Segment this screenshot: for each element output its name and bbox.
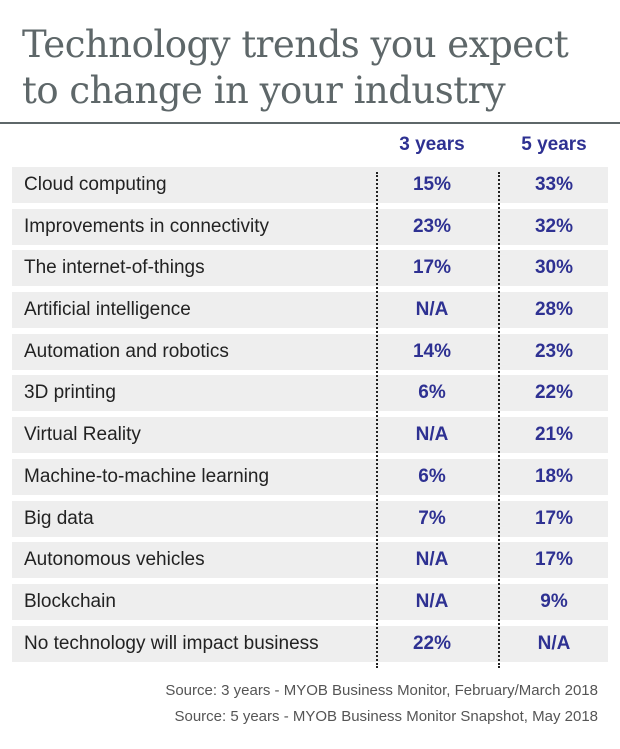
source-note-5-years: Source: 5 years - MYOB Business Monitor … (174, 708, 598, 725)
table-row: Improvements in connectivity 23% 32% (12, 208, 608, 245)
value-5-years: 9% (540, 590, 568, 612)
table-row: Big data 7% 17% (12, 500, 608, 537)
value-3-years: N/A (415, 590, 449, 612)
table-row: Virtual Reality N/A 21% (12, 417, 608, 454)
value-5-years: 22% (534, 382, 574, 404)
table-row: No technology will impact business 22% N/A (12, 625, 608, 662)
value-5-years: 33% (534, 174, 574, 195)
row-label: Virtual Reality (24, 424, 141, 446)
value-5-years: 21% (534, 424, 574, 446)
value-5-years: N/A (537, 632, 571, 654)
table-body: Cloud computing 15% 33% Improvements in con… (12, 167, 608, 667)
value-5-years: 18% (534, 465, 574, 487)
column-divider-5-years (498, 172, 500, 668)
value-5-years: 23% (534, 340, 574, 362)
value-3-years: N/A (415, 299, 449, 321)
value-5-years: 30% (534, 257, 574, 279)
row-label: Machine-to-machine learning (24, 465, 270, 487)
row-label: Blockchain (24, 590, 116, 612)
value-3-years: 6% (418, 382, 446, 404)
value-3-years: N/A (415, 549, 449, 571)
row-label: Artificial intelligence (24, 299, 191, 321)
value-5-years: 28% (534, 299, 574, 321)
column-header-5-years: 5 years (521, 134, 587, 155)
table-row: Cloud computing 15% 33% (12, 167, 608, 203)
table-row: Automation and robotics 14% 23% (12, 333, 608, 370)
table-row: Machine-to-machine learning 6% 18% (12, 458, 608, 495)
column-divider-3-years (376, 172, 378, 668)
value-3-years: 17% (412, 257, 452, 279)
column-header-3-years: 3 years (399, 134, 465, 155)
value-3-years: 14% (412, 340, 452, 362)
row-label: Automation and robotics (24, 340, 229, 362)
row-label: 3D printing (24, 382, 116, 404)
source-note-3-years: Source: 3 years - MYOB Business Monitor,… (165, 682, 598, 699)
value-3-years: 22% (412, 632, 452, 654)
row-label: Autonomous vehicles (24, 549, 205, 571)
value-3-years: 15% (412, 174, 452, 195)
value-3-years: 7% (418, 507, 446, 529)
row-label: Big data (24, 507, 94, 529)
row-label: No technology will impact business (24, 632, 319, 654)
table-row: Artificial intelligence N/A 28% (12, 292, 608, 329)
table-row: 3D printing 6% 22% (12, 375, 608, 412)
value-3-years: 23% (412, 215, 452, 237)
chart-title: Technology trends you expect to change i… (22, 23, 569, 112)
value-3-years: 6% (418, 465, 446, 487)
row-label: The internet-of-things (24, 257, 205, 279)
value-5-years: 32% (534, 215, 574, 237)
table-row: The internet-of-things 17% 30% (12, 250, 608, 287)
row-label: Cloud computing (24, 174, 167, 195)
title-divider (0, 122, 620, 124)
value-3-years: N/A (415, 424, 449, 446)
value-5-years: 17% (534, 549, 574, 571)
table-row: Blockchain N/A 9% (12, 583, 608, 620)
row-label: Improvements in connectivity (24, 215, 269, 237)
value-5-years: 17% (534, 507, 574, 529)
table-row: Autonomous vehicles N/A 17% (12, 542, 608, 579)
